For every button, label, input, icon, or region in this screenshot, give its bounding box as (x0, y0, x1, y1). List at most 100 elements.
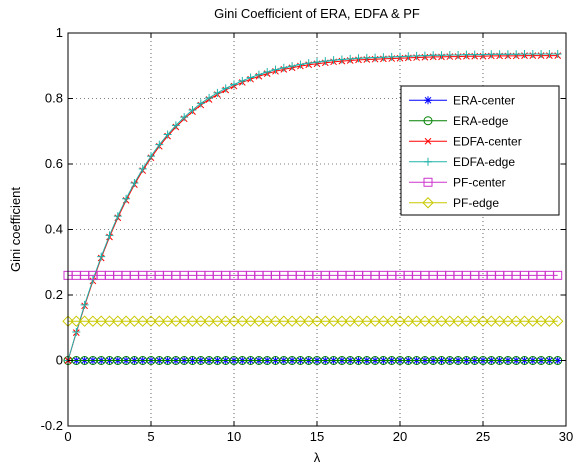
legend-marker (422, 197, 434, 209)
data-point (518, 315, 531, 327)
data-point (336, 315, 348, 327)
data-point (462, 50, 471, 59)
data-point (445, 50, 454, 59)
data-point (510, 315, 522, 327)
y-axis-label: Gini coefficient (8, 187, 23, 272)
data-point (203, 315, 215, 327)
data-point (412, 51, 421, 60)
legend-item: PF-edge (409, 196, 499, 210)
data-point (304, 59, 313, 68)
data-point (429, 51, 438, 60)
data-point (205, 93, 214, 102)
data-point (404, 52, 413, 61)
data-point (261, 315, 273, 327)
data-point (362, 53, 371, 62)
x-axis-label: λ (314, 450, 321, 465)
data-point (136, 315, 149, 327)
x-tick-label: 20 (393, 429, 407, 444)
data-point (396, 52, 404, 61)
series-pf-center (63, 270, 563, 280)
data-point (468, 315, 481, 327)
data-point (188, 105, 197, 114)
legend-marker (424, 157, 432, 166)
x-tick-label: 30 (559, 429, 573, 444)
x-tick-label: 0 (64, 429, 71, 444)
legend-marker (424, 96, 432, 105)
y-tick-label: -0.2 (41, 418, 63, 433)
data-point (120, 315, 132, 327)
data-point (238, 76, 247, 85)
data-point (551, 315, 564, 327)
data-point (311, 315, 323, 327)
data-point (228, 315, 240, 327)
y-tick-label: 1 (56, 25, 63, 40)
data-point (502, 315, 514, 327)
data-point (170, 315, 182, 327)
data-point (271, 65, 280, 74)
legend: ERA-center ERA-edge EDFA-center EDFA-edge PF… (400, 85, 560, 216)
data-point (535, 315, 547, 327)
data-point (545, 49, 554, 58)
data-point (437, 51, 446, 60)
data-point (553, 270, 563, 280)
data-point (244, 315, 257, 327)
data-point (122, 194, 131, 203)
legend-label: ERA-edge (453, 114, 509, 128)
data-point (485, 315, 498, 327)
data-point (296, 60, 305, 69)
data-point (161, 315, 174, 327)
data-point (78, 315, 91, 327)
data-point (543, 315, 556, 327)
data-point (97, 252, 106, 261)
legend-marker (423, 116, 433, 126)
data-point (163, 130, 172, 139)
data-point (155, 140, 164, 149)
data-point (470, 50, 479, 59)
data-point (410, 315, 423, 327)
data-point (427, 315, 439, 327)
data-point (178, 315, 190, 327)
legend-item: EDFA-edge (409, 155, 515, 169)
legend-label: EDFA-center (453, 134, 522, 148)
data-point (344, 315, 356, 327)
data-point (479, 50, 487, 59)
axis-ticks: 0 5 10 15 20 25 30-0.200.20.40.60.81 (41, 25, 574, 444)
data-point (253, 315, 265, 327)
data-point (369, 315, 381, 327)
data-point (72, 328, 81, 337)
data-point (487, 50, 496, 59)
legend-item: ERA-center (409, 93, 515, 107)
data-point (211, 315, 224, 327)
data-point (527, 315, 539, 327)
series-edfa-edge (64, 49, 562, 365)
data-point (286, 315, 298, 327)
data-point (435, 315, 448, 327)
data-point (113, 212, 122, 221)
data-point (419, 315, 431, 327)
legend-marker (423, 177, 433, 187)
legend-item: EDFA-center (409, 134, 522, 148)
data-point (385, 315, 398, 327)
y-tick-label: 0 (56, 353, 63, 368)
data-point (221, 84, 230, 93)
data-point (147, 152, 155, 161)
legend-label: PF-edge (453, 196, 499, 210)
data-point (213, 88, 222, 97)
data-point (195, 315, 207, 327)
data-point (313, 58, 321, 67)
data-point (346, 54, 355, 63)
data-point (105, 231, 114, 240)
data-point (553, 49, 562, 58)
data-point (371, 53, 380, 62)
data-point (495, 50, 504, 59)
data-point (269, 315, 282, 327)
data-point (319, 315, 332, 327)
data-point (87, 315, 99, 327)
data-point (387, 52, 396, 61)
data-point (420, 51, 429, 60)
chart-title: Gini Coefficient of ERA, EDFA & PF (214, 6, 420, 21)
data-point (138, 164, 147, 173)
data-point (95, 315, 107, 327)
data-point (294, 315, 307, 327)
